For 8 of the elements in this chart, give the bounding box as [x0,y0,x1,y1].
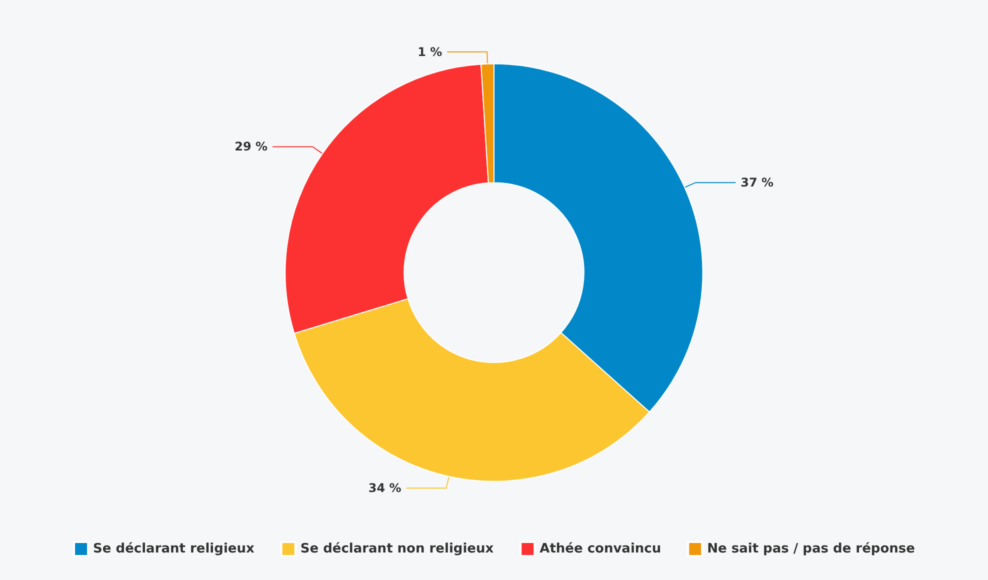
legend-label: Athée convaincu [540,542,662,556]
legend-label: Se déclarant religieux [93,542,255,556]
data-label: 34 % [368,481,402,496]
data-label: 37 % [740,176,774,190]
data-label: 1 % [418,44,442,59]
legend-label: Ne sait pas / pas de réponse [707,542,916,556]
data-label: 29 % [234,140,268,154]
legend-label: Se déclarant non religieux [300,542,494,556]
